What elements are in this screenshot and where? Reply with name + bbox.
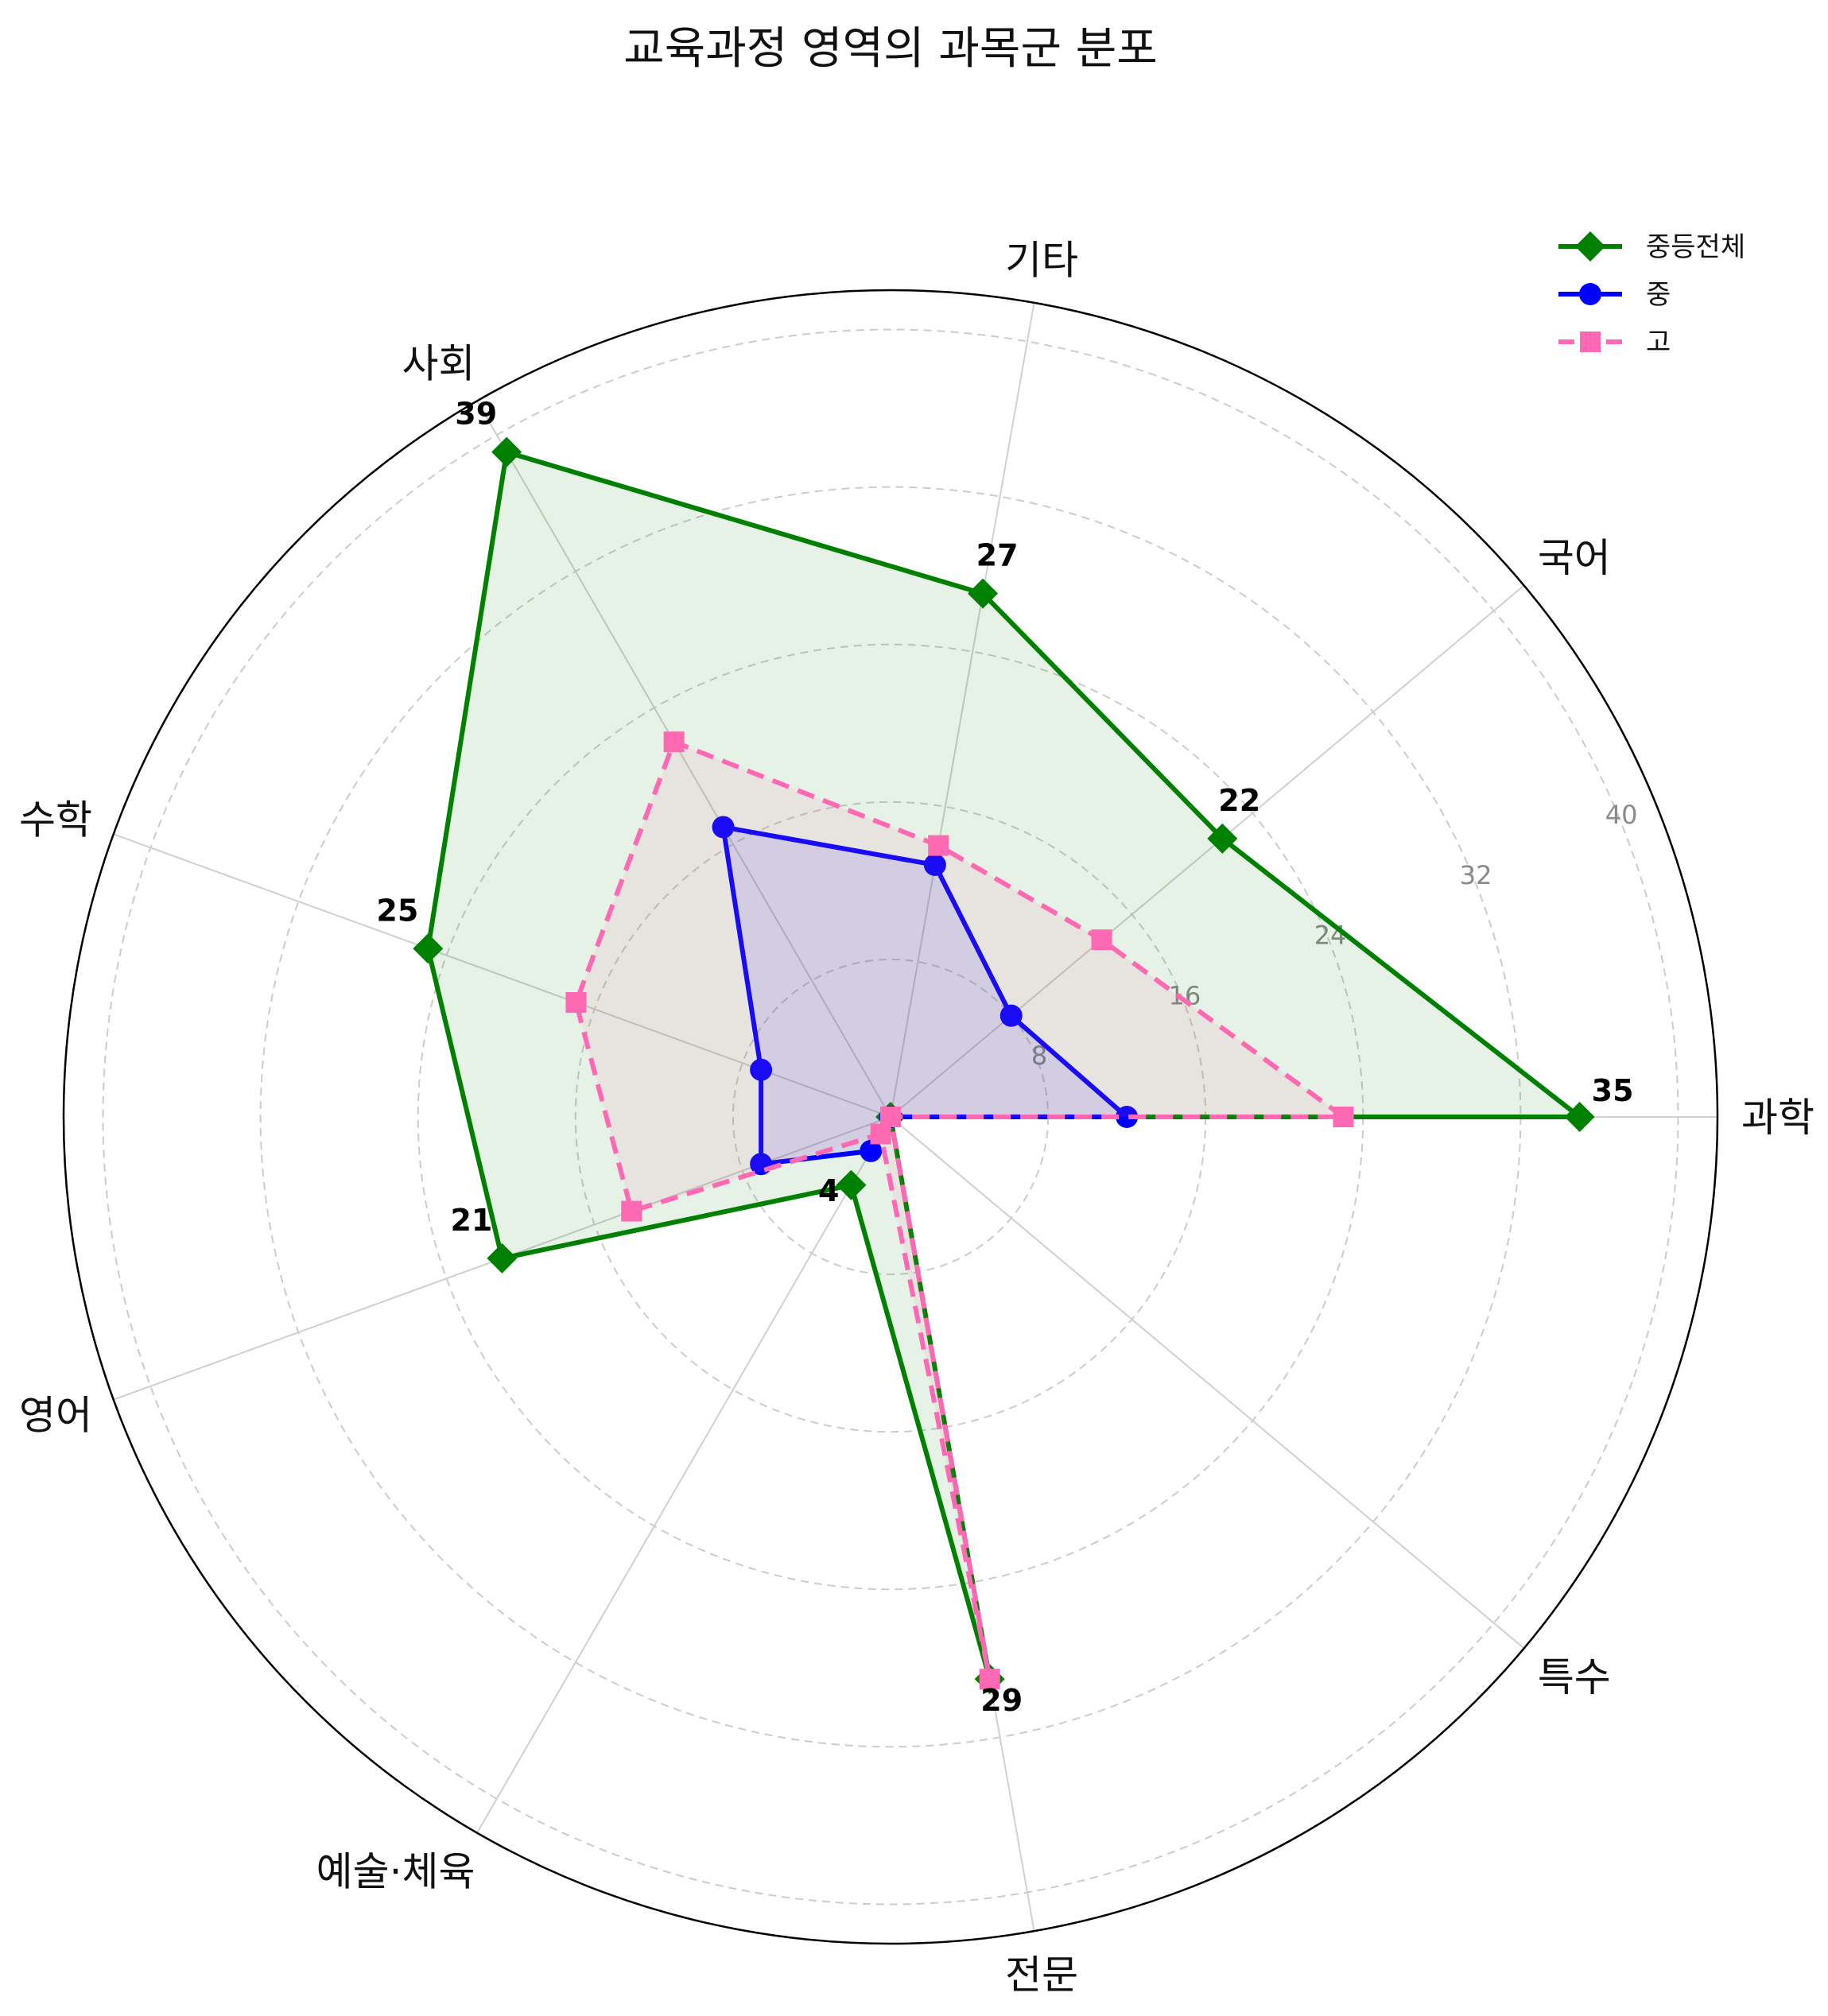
data-label: 29 (980, 1683, 1023, 1718)
category-label: 국어 (1538, 535, 1611, 581)
series-fill-1 (723, 827, 1127, 1165)
series-1-point (923, 853, 946, 876)
category-label: 영어 (19, 1393, 92, 1439)
category-label: 사회 (402, 341, 475, 387)
series-1-point (860, 1139, 883, 1162)
series-0-point (1564, 1102, 1595, 1132)
category-label: 전문 (1005, 1952, 1078, 1998)
category-label: 특수 (1538, 1654, 1611, 1700)
series-2-point (565, 992, 587, 1014)
series-0-point (491, 436, 522, 467)
series-2-point (1333, 1107, 1354, 1127)
series-0-point (836, 1169, 867, 1200)
legend-label-0: 중등전체 (1646, 231, 1745, 263)
data-label: 35 (1592, 1073, 1634, 1108)
data-label: 21 (450, 1203, 492, 1238)
spoke-line (890, 584, 1525, 1118)
data-label: 22 (1218, 783, 1260, 818)
series-1-point (999, 1004, 1023, 1027)
series-1-point (750, 1058, 773, 1081)
category-label: 수학 (19, 797, 92, 843)
series-0-point (1207, 823, 1238, 854)
series-0-point (968, 578, 999, 609)
category-label: 과학 (1741, 1095, 1814, 1141)
data-label: 39 (455, 397, 497, 432)
category-label: 기타 (1005, 238, 1078, 284)
series-layer (413, 436, 1595, 1695)
series-2-point (663, 731, 685, 753)
series-2-point (928, 835, 949, 856)
outer-frame (62, 289, 1719, 1945)
series-2-point (880, 1107, 901, 1127)
legend-label-1: 중 (1646, 279, 1671, 311)
r-tick-label: 16 (1169, 980, 1201, 1010)
series-2-point (979, 1669, 1000, 1690)
r-tick-label: 8 (1031, 1041, 1047, 1071)
series-fill-0 (428, 452, 1580, 1680)
spoke-line (476, 400, 891, 1118)
series-fill-2 (576, 742, 1344, 1680)
chart-title: 교육과정 영역의 과목군 분포 (623, 23, 1158, 75)
r-tick-label: 32 (1460, 860, 1492, 890)
spoke-line (890, 302, 1035, 1118)
legend-label-2: 고 (1646, 327, 1671, 359)
category-label: 예술·체육 (316, 1848, 475, 1894)
legend-marker-0 (1575, 231, 1605, 262)
r-tick-label: 40 (1605, 800, 1638, 830)
legend-marker-1 (1579, 283, 1601, 305)
series-2-point (621, 1200, 642, 1222)
data-label: 4 (818, 1173, 839, 1208)
series-2-point (1091, 929, 1112, 951)
series-0-point (487, 1243, 518, 1274)
series-0-point (413, 933, 444, 964)
series-1-point (1116, 1106, 1139, 1128)
spoke-line (890, 1116, 1525, 1650)
data-label: 27 (976, 538, 1019, 573)
series-line-2 (573, 739, 1346, 1682)
data-label: 25 (376, 893, 418, 928)
legend-marker-2 (1580, 331, 1601, 352)
spoke-line (476, 1116, 891, 1834)
series-1-point (712, 816, 735, 839)
